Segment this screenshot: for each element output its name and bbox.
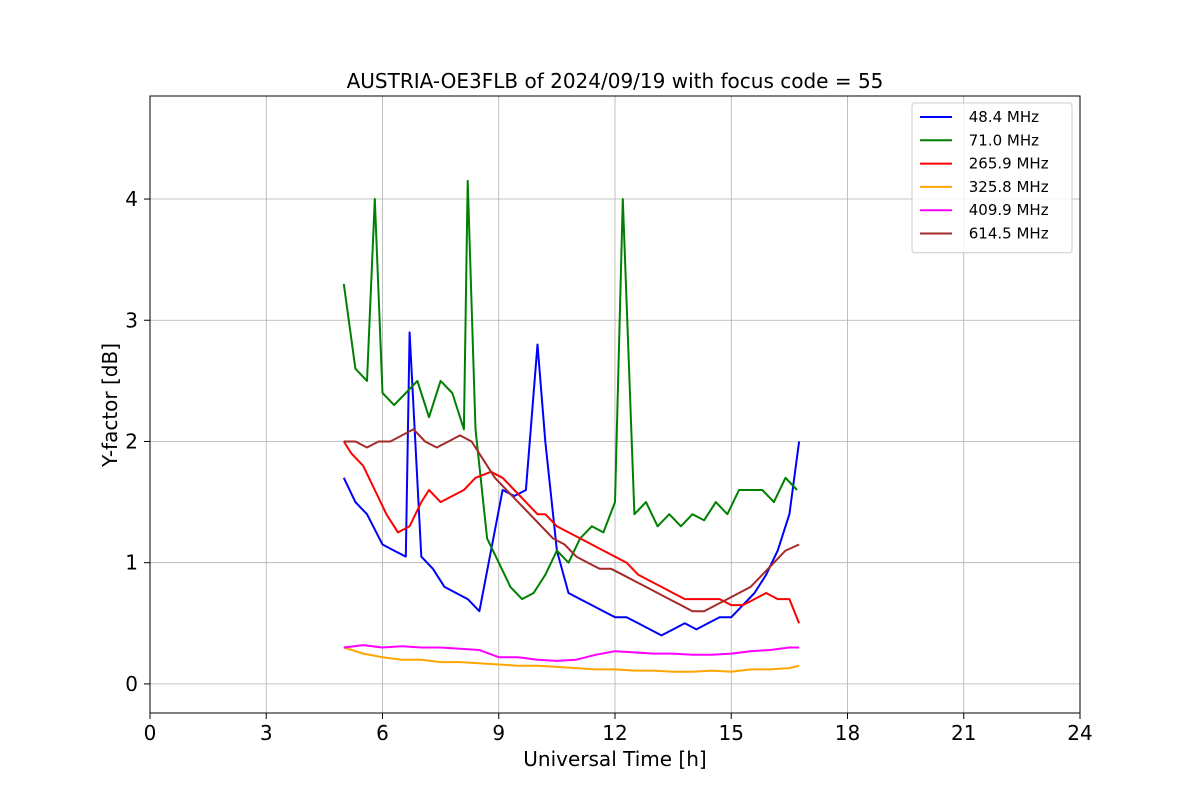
legend-label: 614.5 MHz [964,225,1049,243]
x-tick-label: 12 [602,721,627,745]
series-line-5 [343,428,800,613]
y-tick-label: 1 [125,551,138,575]
series-line-0 [342,331,801,637]
x-tick-label: 21 [951,721,976,745]
x-tick-label: 15 [719,721,744,745]
y-tick-label: 4 [125,187,138,211]
y-tick-label: 3 [125,308,138,332]
x-tick-label: 9 [492,721,505,745]
x-axis-label: Universal Time [h] [523,747,706,771]
x-tick-label: 18 [835,721,860,745]
legend-label: 265.9 MHz [964,155,1049,173]
y-axis-label: Y-factor [dB] [98,343,122,468]
chart-title: AUSTRIA-OE3FLB of 2024/09/19 with focus … [347,69,884,93]
x-tick-label: 6 [376,721,389,745]
x-tick-label: 0 [144,721,157,745]
y-tick-label: 0 [125,672,138,696]
legend-label: 409.9 MHz [964,201,1049,219]
series-line-1 [342,179,798,601]
x-tick-label: 24 [1067,721,1092,745]
x-tick-label: 3 [260,721,273,745]
series-line-3 [343,646,800,673]
series-layer [342,179,801,673]
series-line-4 [343,644,800,662]
legend: 48.4 MHz 71.0 MHz 265.9 MHz 325.8 MHz 40… [911,102,1073,254]
y-tick-label: 2 [125,429,138,453]
legend-label: 325.8 MHz [964,178,1049,196]
legend-label: 71.0 MHz [964,131,1039,149]
legend-label: 48.4 MHz [964,108,1039,126]
